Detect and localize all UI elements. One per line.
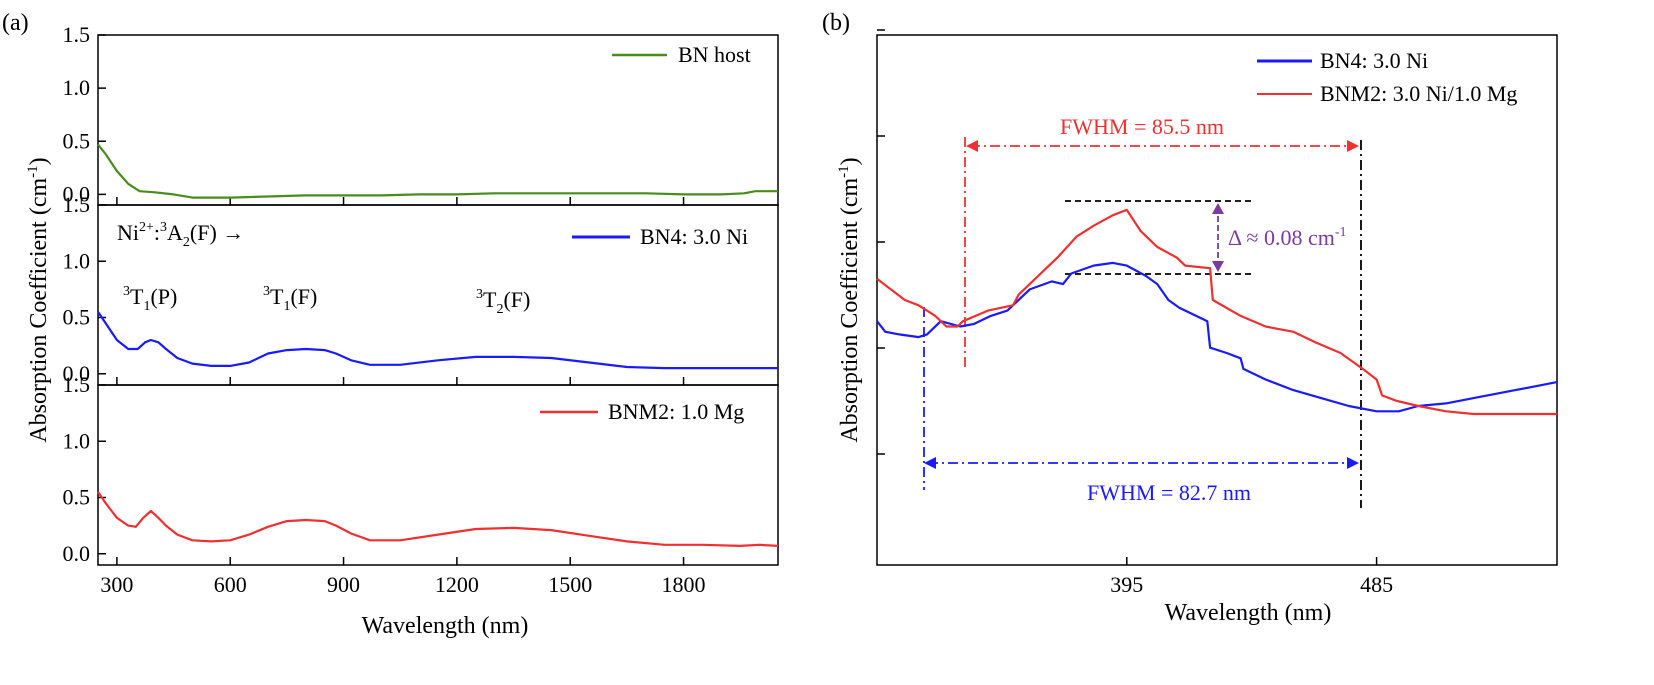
panel-a-bottom-ytick-label-1: 0.5 (63, 485, 91, 510)
panel-a-bottom-ytick-label-3: 1.5 (63, 372, 91, 397)
delta-marker: Δ ≈ 0.08 cm-1 (1065, 200, 1347, 275)
panel-b-ticks: 395 485 (877, 29, 1393, 597)
delta-arrowhead-up (1212, 203, 1224, 214)
legend-label-b-bnm2: BNM2: 3.0 Ni/1.0 Mg (1320, 81, 1517, 106)
panel-a-bottom-frame (97, 384, 779, 566)
legend-label-bn4: BN4: 3.0 Ni (640, 224, 748, 249)
transition-label-ni: Ni2+:3A2(F) → (117, 220, 244, 250)
panel-a-top-ytick-label-1: 0.5 (63, 128, 91, 153)
panel-a-middle-ytick-label-1: 0.5 (63, 305, 91, 330)
panel-b-lines (876, 208, 1558, 416)
legend-label-bn-host: BN host (678, 42, 751, 67)
panel-a-bottom-xtick-label-3: 1200 (435, 572, 479, 597)
panel-a-bottom-ytick-label-0: 0.0 (63, 541, 91, 566)
transition-label-3t1f: 3T1(F) (263, 284, 317, 314)
panel-a-bottom-xtick-label-0: 300 (100, 572, 133, 597)
panel-a-top-ytick-label-3: 1.5 (63, 22, 91, 47)
panel-a-middle-series-0 (97, 311, 778, 370)
fwhm-red-marker: FWHM = 85.5 nm (964, 114, 1359, 368)
legend-label-bnm2-a: BNM2: 1.0 Mg (608, 399, 744, 424)
fwhm-blue-label: FWHM = 82.7 nm (1087, 480, 1251, 505)
panel-a-bottom-xtick-label-2: 900 (327, 572, 360, 597)
panel-b-frame (876, 34, 1558, 566)
fwhm-blue-arrowhead-right (1347, 457, 1359, 469)
fwhm-blue-marker: FWHM = 82.7 nm (923, 307, 1359, 505)
panel-a-bottom-ytick-label-2: 1.0 (63, 428, 91, 453)
panel-a-top-ytick-label-0: 0.0 (63, 181, 91, 206)
panel-a-xlabel: Wavelength (nm) (362, 613, 529, 639)
panel-a-bottom-xtick-label-5: 1800 (662, 572, 706, 597)
panel-a-bottom-xtick-label-4: 1500 (548, 572, 592, 597)
panel-b-ylabel: Absorption Coefficient (cm-1) (836, 157, 863, 442)
panel-a-lines (97, 143, 779, 547)
panel-a-label: (a) (2, 10, 29, 36)
panel-a-top-frame (97, 34, 779, 206)
panel-a-bottom-series-0 (97, 491, 779, 547)
panel-a-top-series-0 (97, 143, 778, 199)
legend-label-b-bn4: BN4: 3.0 Ni (1320, 48, 1428, 73)
panel-a-top-ytick-label-2: 1.0 (63, 75, 91, 100)
panel-a-bottom-xtick-label-1: 600 (214, 572, 247, 597)
panel-b-label: (b) (822, 10, 850, 36)
panel-a-ylabel: Absorption Coefficient (cm-1) (25, 157, 52, 442)
panel-a-middle-ytick-label-2: 1.0 (63, 248, 91, 273)
fwhm-red-arrowhead-left (966, 140, 978, 152)
transition-label-3t1p: 3T1(P) (123, 284, 177, 314)
delta-label: Δ ≈ 0.08 cm-1 (1228, 225, 1347, 250)
panel-b-series-0 (876, 261, 1558, 413)
delta-arrowhead-down (1212, 261, 1224, 272)
panel-b-series-1 (876, 208, 1557, 416)
panel-a-middle-ytick-label-3: 1.5 (63, 192, 91, 217)
fwhm-red-arrowhead-right (1347, 140, 1359, 152)
panel-b-xtick-label-1: 485 (1360, 572, 1393, 597)
panel-a-middle-ytick-label-0: 0.0 (63, 361, 91, 386)
fwhm-red-label: FWHM = 85.5 nm (1060, 114, 1224, 139)
panel-b-xlabel: Wavelength (nm) (1165, 600, 1332, 626)
panel-b: 395 485 FWHM = 85.5 nm FWHM = 82.7 nm Δ ≈… (836, 29, 1558, 626)
fwhm-blue-arrowhead-left (924, 457, 936, 469)
transition-label-3t2f: 3T2(F) (476, 287, 530, 317)
panel-b-xtick-label-0: 395 (1110, 572, 1143, 597)
